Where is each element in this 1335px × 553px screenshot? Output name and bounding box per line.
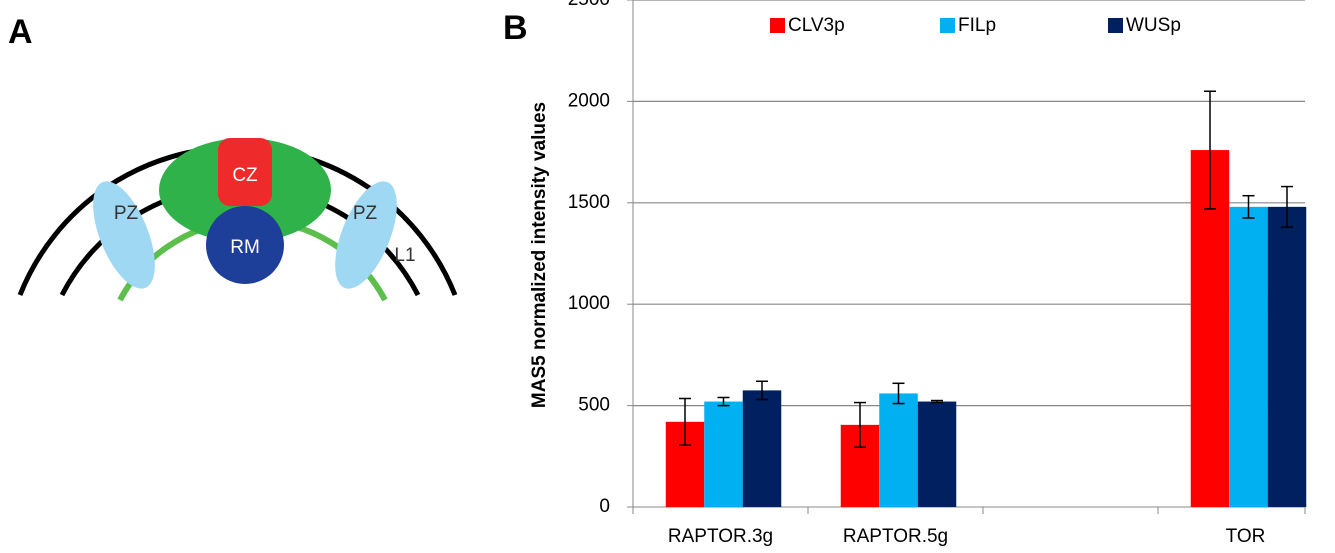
- y-tick-label: 2000: [568, 90, 610, 111]
- bar: [1229, 206, 1268, 507]
- legend-label: FILp: [958, 15, 996, 36]
- y-tick-label: 2500: [568, 0, 610, 10]
- bar: [704, 401, 743, 507]
- error-bar: [854, 401, 866, 448]
- bar: [879, 393, 918, 507]
- legend-label: WUSp: [1126, 15, 1181, 36]
- diagram-label: PZ: [114, 203, 139, 224]
- legend-swatch: [1108, 18, 1123, 33]
- diagram-label: CZ: [232, 165, 258, 186]
- legend-label: CLV3p: [788, 15, 845, 36]
- error-bar: [717, 396, 730, 407]
- legend-swatch: [940, 18, 955, 33]
- error-bar: [756, 380, 768, 401]
- y-tick-label: 500: [578, 395, 610, 416]
- y-axis-label: MAS5 normalized intensity values: [529, 102, 550, 408]
- meristem-diagram: CZ RM PZ PZ L1: [17, 138, 458, 302]
- bar: [1267, 206, 1307, 507]
- diagram-label: RM: [230, 237, 260, 258]
- x-tick-label: RAPTOR.3g: [668, 526, 773, 547]
- diagram-label: L1: [394, 245, 415, 266]
- rm-zone: [206, 206, 284, 284]
- panel-label: B: [503, 9, 528, 47]
- pz-zone: [335, 181, 397, 289]
- y-tick-label: 1000: [568, 293, 610, 314]
- bar: [917, 401, 957, 507]
- panel-label: A: [8, 13, 33, 51]
- error-bar: [1242, 194, 1255, 219]
- error-bar: [1281, 185, 1293, 228]
- y-tick-label: 1500: [568, 192, 610, 213]
- diagram-label: PZ: [353, 203, 378, 224]
- x-tick-label: TOR: [1226, 526, 1266, 547]
- pz-zone: [93, 181, 155, 289]
- legend-swatch: [770, 18, 785, 33]
- x-tick-label: RAPTOR.5g: [843, 526, 948, 547]
- error-bar: [931, 399, 943, 404]
- error-bar: [892, 382, 905, 405]
- error-bar: [1204, 90, 1216, 210]
- bar: [742, 390, 782, 507]
- y-tick-label: 0: [599, 496, 610, 517]
- cz-zone: [218, 138, 272, 206]
- error-bar: [679, 397, 691, 446]
